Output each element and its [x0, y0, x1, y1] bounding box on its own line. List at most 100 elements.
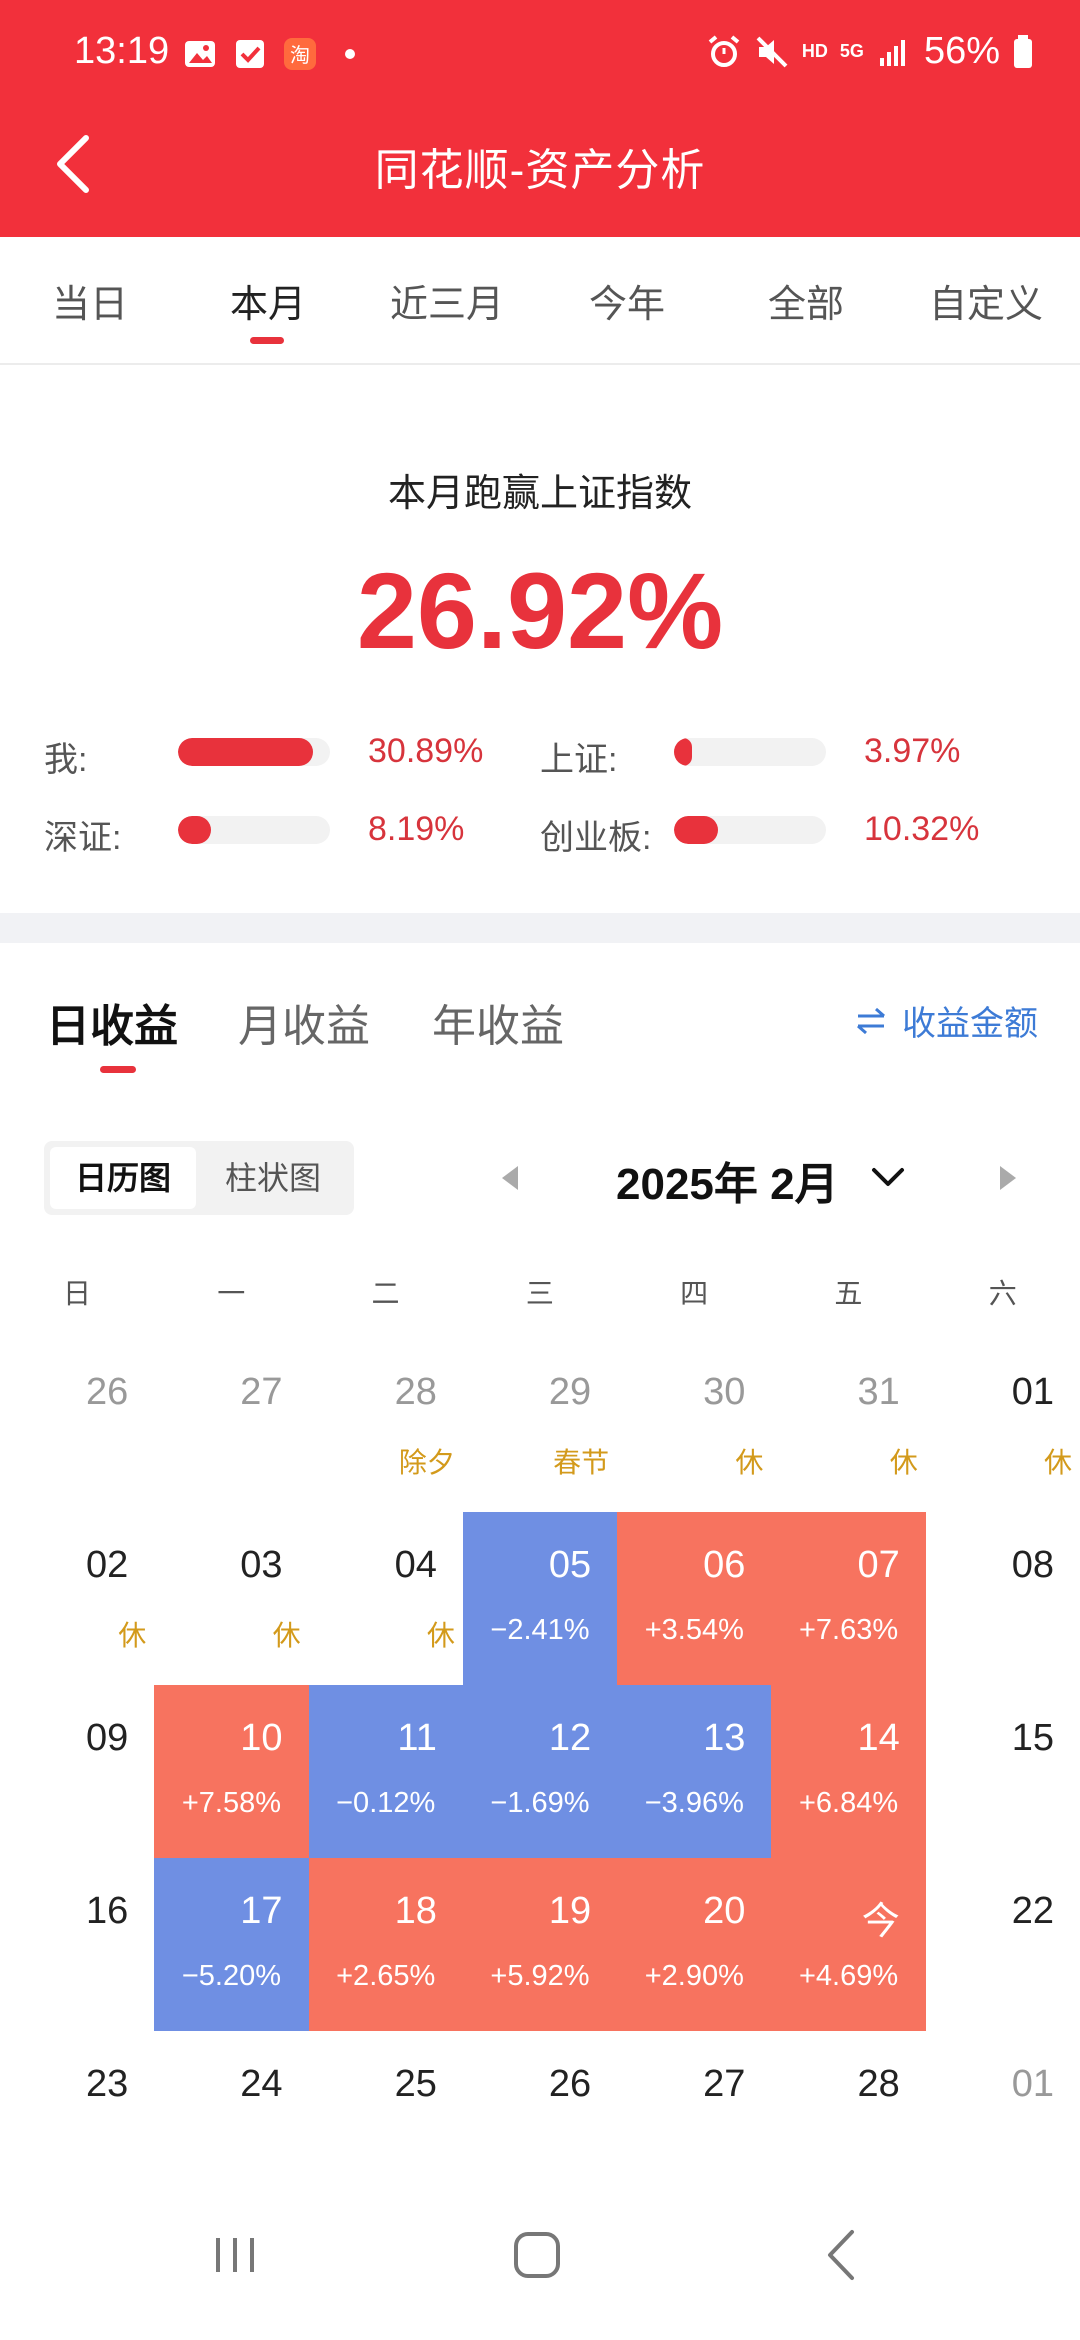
compare-bar-fill: [674, 816, 719, 844]
tab-daily-earnings[interactable]: 日收益: [46, 1002, 178, 1051]
calendar-day-number: 20: [703, 1890, 746, 1932]
calendar-day[interactable]: 09: [0, 1685, 154, 1858]
calendar-day-number: 01: [1011, 1371, 1054, 1413]
calendar-day[interactable]: 23: [0, 2031, 154, 2204]
tab-active-indicator: [250, 337, 284, 344]
tab-yearly-earnings[interactable]: 年收益: [432, 1002, 564, 1051]
svg-text:淘: 淘: [290, 43, 310, 67]
calendar-day[interactable]: 26: [463, 2031, 617, 2204]
calendar-day[interactable]: 17 −5.20%: [154, 1858, 309, 2031]
calendar-day[interactable]: 16: [0, 1858, 154, 2031]
calendar-day-number: 16: [86, 1890, 129, 1932]
calendar-day[interactable]: 20 +2.90%: [617, 1858, 772, 2031]
notification-icons: 淘: [182, 36, 368, 72]
compare-value-sh: 3.97%: [864, 732, 961, 770]
daily-return: +2.90%: [644, 1960, 744, 1992]
view-bar-chart-button[interactable]: 柱状图: [224, 1160, 321, 1196]
tab-monthly-earnings[interactable]: 月收益: [238, 1002, 370, 1051]
calendar-day-number: 13: [703, 1717, 746, 1759]
tab-custom[interactable]: 自定义: [928, 284, 1043, 326]
calendar-day[interactable]: 12 −1.69%: [462, 1685, 618, 1858]
tab-all[interactable]: 全部: [767, 284, 844, 326]
weekday-label: 日: [62, 1278, 91, 1309]
compare-value-sz: 8.19%: [368, 810, 465, 848]
calendar-day-number: 06: [703, 1544, 746, 1586]
weekday-label: 三: [525, 1278, 554, 1309]
calendar-day[interactable]: 08: [926, 1512, 1080, 1685]
summary-value: 26.92%: [356, 550, 724, 671]
holiday-note: 休: [426, 1620, 455, 1651]
calendar-day-number: 24: [240, 2063, 283, 2105]
daily-return: −1.69%: [490, 1787, 590, 1819]
back-icon[interactable]: [46, 128, 102, 200]
calendar-day[interactable]: 28 除夕: [309, 1339, 463, 1512]
tab-this-month-label: 本月: [229, 284, 306, 326]
daily-return: +7.58%: [181, 1787, 282, 1819]
calendar-day-number: 08: [1011, 1544, 1054, 1586]
compare-value-me: 30.89%: [368, 732, 484, 770]
calendar-day[interactable]: 05 −2.41%: [462, 1512, 618, 1685]
view-calendar-button[interactable]: 日历图: [50, 1147, 196, 1209]
amount-toggle-button[interactable]: 收益金额: [854, 996, 1038, 1045]
month-label[interactable]: 2025年 2月: [616, 1160, 839, 1209]
daily-return: −2.41%: [490, 1614, 590, 1646]
status-time: 13:19: [74, 30, 170, 72]
calendar-day[interactable]: 22: [926, 1858, 1080, 2031]
calendar-day[interactable]: 15: [926, 1685, 1080, 1858]
calendar-day[interactable]: 25: [309, 2031, 463, 2204]
calendar-day-number: 10: [240, 1717, 283, 1759]
recent-apps-icon[interactable]: [200, 2220, 270, 2290]
calendar-day-number: 03: [240, 1544, 283, 1586]
calendar-day[interactable]: 28: [771, 2031, 925, 2204]
nav-back-icon[interactable]: [806, 2220, 876, 2290]
tab-today[interactable]: 当日: [51, 284, 128, 326]
calendar-day[interactable]: 14 +6.84%: [771, 1685, 926, 1858]
daily-return: −0.12%: [336, 1787, 436, 1819]
calendar-day[interactable]: 29 春节: [463, 1339, 617, 1512]
gallery-icon: [185, 41, 215, 67]
calendar-day[interactable]: 07 +7.63%: [771, 1512, 926, 1685]
tab-this-year[interactable]: 今年: [588, 284, 665, 326]
home-icon[interactable]: [502, 2220, 572, 2290]
calendar-day[interactable]: 06 +3.54%: [617, 1512, 772, 1685]
next-month-icon[interactable]: [996, 1162, 1020, 1194]
calendar-day[interactable]: 13 −3.96%: [617, 1685, 772, 1858]
calendar-day[interactable]: 27: [154, 1339, 308, 1512]
calendar-day[interactable]: 01 休: [926, 1339, 1080, 1512]
calendar-day-number: 22: [1011, 1890, 1054, 1932]
calendar-day[interactable]: 31 休: [771, 1339, 925, 1512]
calendar-day[interactable]: 10 +7.58%: [154, 1685, 309, 1858]
signal-icon: [879, 39, 905, 66]
calendar-day-number: 19: [548, 1890, 592, 1932]
calendar-day[interactable]: 今 +4.69%: [771, 1858, 926, 2031]
calendar-day[interactable]: 30 休: [617, 1339, 771, 1512]
holiday-note: 休: [889, 1447, 918, 1478]
compare-label-cyb: 创业板:: [540, 819, 652, 857]
chevron-down-icon[interactable]: [868, 1162, 908, 1192]
calendar-day-number: 11: [397, 1717, 437, 1759]
calendar-day[interactable]: 03 休: [154, 1512, 308, 1685]
section-divider: [0, 913, 1080, 943]
calendar-day[interactable]: 19 +5.92%: [462, 1858, 618, 2031]
calendar-day[interactable]: 24: [154, 2031, 308, 2204]
calendar-day[interactable]: 02 休: [0, 1512, 154, 1685]
compare-value-cyb: 10.32%: [864, 810, 980, 848]
daily-return: +2.65%: [336, 1960, 436, 1992]
swap-icon: [857, 1007, 885, 1034]
tab-three-months[interactable]: 近三月: [389, 284, 504, 326]
earnings-tab-indicator: [100, 1066, 136, 1073]
weekday-label: 二: [371, 1278, 400, 1309]
calendar-day-number: 18: [394, 1890, 437, 1932]
calendar-day-number: 26: [548, 2063, 592, 2105]
compare-bar-fill: [178, 816, 212, 844]
tab-this-month[interactable]: 本月: [178, 273, 358, 344]
calendar-day[interactable]: 04 休: [309, 1512, 463, 1685]
calendar-day[interactable]: 27: [617, 2031, 771, 2204]
calendar-day[interactable]: 11 −0.12%: [308, 1685, 463, 1858]
calendar-day-number: 29: [548, 1371, 592, 1413]
system-icons: HD 5G 56%: [706, 30, 1034, 73]
calendar-day[interactable]: 26: [0, 1339, 154, 1512]
prev-month-icon[interactable]: [498, 1162, 522, 1194]
calendar-day[interactable]: 01: [926, 2031, 1080, 2204]
calendar-day[interactable]: 18 +2.65%: [308, 1858, 463, 2031]
